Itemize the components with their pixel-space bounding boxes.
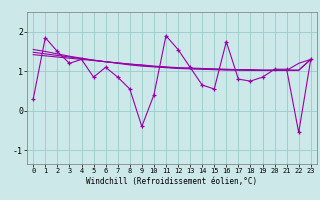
X-axis label: Windchill (Refroidissement éolien,°C): Windchill (Refroidissement éolien,°C)	[86, 177, 258, 186]
